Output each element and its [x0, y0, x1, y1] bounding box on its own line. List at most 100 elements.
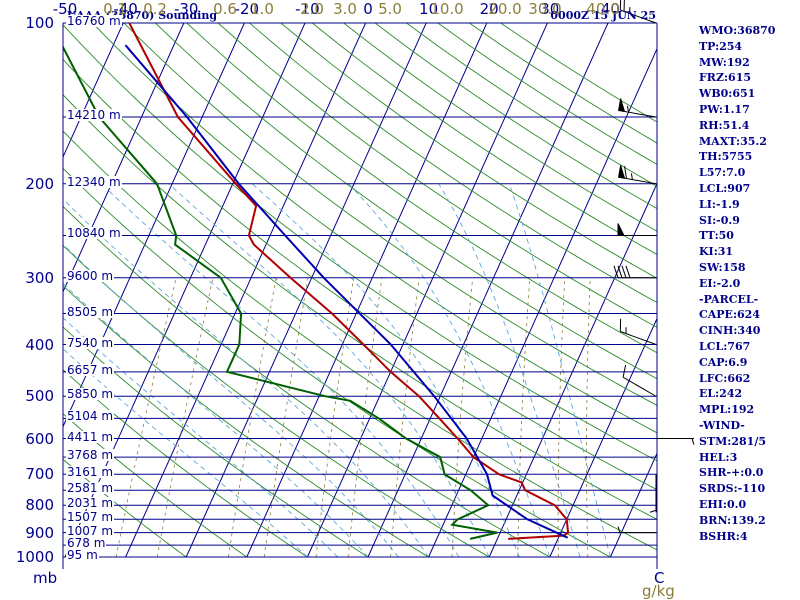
mixing-ratio-tick-label: 10.0	[430, 0, 464, 18]
height-level-label: 8505 m	[66, 304, 115, 319]
index-line: WB0:651	[699, 87, 756, 101]
mixing-ratio-tick-label: 0.1	[103, 0, 127, 18]
index-line: CAP:6.9	[699, 355, 748, 369]
height-level-label: 1507 m	[66, 510, 115, 525]
wind-barb	[617, 98, 657, 118]
background-lines	[63, 23, 657, 558]
index-line: LCL:767	[699, 339, 751, 353]
index-line: EL:242	[699, 387, 743, 401]
index-line: MAXT:35.2	[699, 134, 767, 148]
temperature-tick-label: -20	[234, 0, 260, 18]
pressure-tick-label: 400	[25, 335, 54, 354]
height-level-label: 14210 m	[66, 108, 122, 123]
index-line: PW:1.17	[699, 102, 750, 116]
index-line: SRDS:-110	[699, 482, 766, 496]
wind-barb	[619, 318, 657, 345]
isotherm	[63, 23, 185, 293]
index-line: HEL:3	[699, 450, 738, 464]
pressure-tick-label: 100	[25, 14, 54, 32]
index-line: LFC:662	[699, 371, 751, 385]
index-line: STM:281/5	[699, 434, 766, 448]
pressure-tick-label: 300	[25, 268, 54, 287]
temperature-tick-label: -10	[295, 0, 320, 18]
isotherm	[488, 182, 657, 558]
height-level-label: 16760 m	[66, 14, 122, 28]
mixing-ratio-unit-label: g/kg	[642, 582, 675, 600]
sounding-time: 0000Z 15 JUN 25	[550, 9, 656, 22]
mixing-ratio-line	[227, 277, 277, 558]
height-level-label: 4411 m	[66, 429, 115, 444]
wind-barb	[617, 526, 656, 534]
wind-barb	[617, 165, 657, 185]
index-line: BSHR:4	[699, 529, 748, 543]
index-line: WMO:36870	[699, 24, 776, 37]
height-level-label: 6657 m	[66, 362, 115, 377]
isobars	[63, 22, 657, 558]
index-line: KI:31	[699, 245, 734, 259]
isotherm	[549, 317, 657, 558]
temperature-tick-label: -50	[52, 0, 78, 18]
mixing-ratio-tick-label: 0.2	[143, 0, 167, 18]
height-level-label: 10840 m	[66, 226, 122, 241]
index-line: EI:-2.0	[699, 276, 741, 290]
wind-barb	[649, 474, 657, 513]
mixing-ratio-line	[390, 277, 420, 558]
pressure-unit-label: mb	[33, 569, 58, 587]
wind-barbs	[613, 0, 695, 534]
mixing-ratio-line	[115, 277, 177, 558]
wind-barb	[617, 223, 656, 236]
temperature-tick-label: 0	[363, 0, 373, 18]
temperature-tick-label: -30	[173, 0, 199, 18]
isotherm	[306, 23, 548, 558]
height-level-label: 12340 m	[66, 174, 122, 189]
mixing-ratio-line	[586, 277, 591, 557]
pressure-tick-label: 500	[25, 387, 54, 406]
height-level-label: 5850 m	[66, 387, 115, 402]
index-line: LI:-1.9	[699, 197, 740, 211]
mixing-ratio-tick-label: 5.0	[378, 0, 402, 18]
wind-barb	[622, 364, 657, 397]
mixing-ratio-tick-label: 0.6	[213, 0, 237, 18]
index-line: MPL:192	[699, 403, 755, 417]
index-line: L57:7.0	[699, 166, 746, 180]
height-level-label: 678 m	[66, 536, 107, 551]
index-line: SW:158	[699, 260, 746, 274]
moist-adiabat	[63, 317, 339, 558]
mixing-ratio-tick-label: 3.0	[333, 0, 357, 18]
height-level-label: 7540 m	[66, 335, 115, 350]
index-line: RH:51.4	[699, 118, 750, 132]
index-line: SHR-+:0.0	[699, 466, 764, 480]
height-level-label: 9600 m	[66, 268, 115, 283]
temperature-trace	[128, 23, 570, 540]
isotherm	[63, 23, 245, 428]
index-line: TH:5755	[699, 150, 753, 164]
dry-adiabat	[63, 58, 657, 491]
parcel-trace	[124, 44, 569, 539]
temperature-tick-label: -40	[113, 0, 138, 18]
height-level-label: 3161 m	[66, 465, 115, 480]
index-line: TT:50	[699, 229, 734, 243]
mixing-ratio-tick-label: 20.0	[488, 0, 522, 18]
height-level-label: 3768 m	[66, 448, 115, 463]
temperature-tick-label: 40	[600, 0, 620, 18]
temperature-unit-label: C	[654, 569, 665, 587]
pressure-tick-label: 600	[25, 429, 54, 448]
dry-adiabat	[63, 24, 657, 462]
index-line: -WIND-	[699, 418, 745, 432]
height-level-label: 2581 m	[66, 481, 115, 496]
mixing-ratio-line	[156, 277, 214, 558]
index-line: TP:254	[699, 39, 743, 53]
moist-adiabat	[508, 183, 611, 558]
index-line: SI:-0.9	[699, 213, 740, 227]
index-line: CAPE:624	[699, 308, 760, 322]
pressure-tick-label: 200	[25, 174, 54, 193]
mixing-ratio-tick-label: 1.0	[250, 0, 274, 18]
pressure-tick-label: 800	[25, 496, 54, 515]
mixing-ratio-tick-label: 40.0	[586, 0, 620, 18]
pressure-tick-label: 1000	[15, 548, 54, 566]
wind-barb	[619, 0, 657, 24]
dewpoint-trace	[63, 44, 498, 540]
stability-index-panel: WMO:36870 TP:254 MW:192 FRZ:615 WB0:651 PW:1.…	[699, 23, 799, 544]
wind-barb	[656, 438, 695, 445]
